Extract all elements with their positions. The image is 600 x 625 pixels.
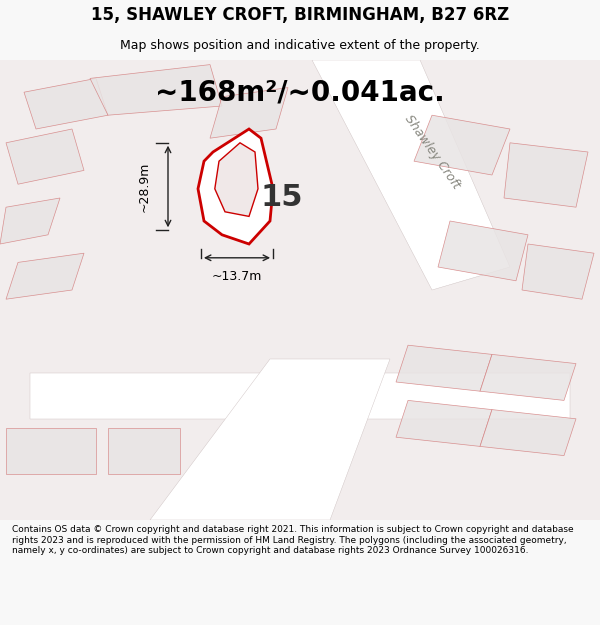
Polygon shape (414, 115, 510, 175)
Polygon shape (6, 129, 84, 184)
Text: 15, SHAWLEY CROFT, BIRMINGHAM, B27 6RZ: 15, SHAWLEY CROFT, BIRMINGHAM, B27 6RZ (91, 6, 509, 24)
Polygon shape (504, 142, 588, 208)
Text: ~13.7m: ~13.7m (212, 270, 262, 282)
Polygon shape (480, 354, 576, 401)
Polygon shape (215, 142, 258, 216)
Text: Contains OS data © Crown copyright and database right 2021. This information is : Contains OS data © Crown copyright and d… (12, 525, 574, 555)
Polygon shape (312, 60, 510, 290)
Polygon shape (480, 409, 576, 456)
Polygon shape (438, 221, 528, 281)
Polygon shape (0, 198, 60, 244)
Polygon shape (396, 345, 492, 391)
Polygon shape (6, 253, 84, 299)
Text: ~168m²/~0.041ac.: ~168m²/~0.041ac. (155, 78, 445, 106)
Text: Map shows position and indicative extent of the property.: Map shows position and indicative extent… (120, 39, 480, 51)
Polygon shape (90, 64, 222, 115)
Polygon shape (24, 78, 108, 129)
Polygon shape (30, 372, 570, 419)
Polygon shape (108, 428, 180, 474)
Polygon shape (198, 129, 273, 244)
Polygon shape (6, 428, 96, 474)
Polygon shape (210, 88, 288, 138)
Polygon shape (396, 401, 492, 446)
Text: ~28.9m: ~28.9m (137, 161, 151, 212)
Text: 15: 15 (261, 184, 303, 213)
Polygon shape (150, 359, 390, 520)
Polygon shape (522, 244, 594, 299)
Text: Shawley Croft: Shawley Croft (402, 112, 462, 191)
